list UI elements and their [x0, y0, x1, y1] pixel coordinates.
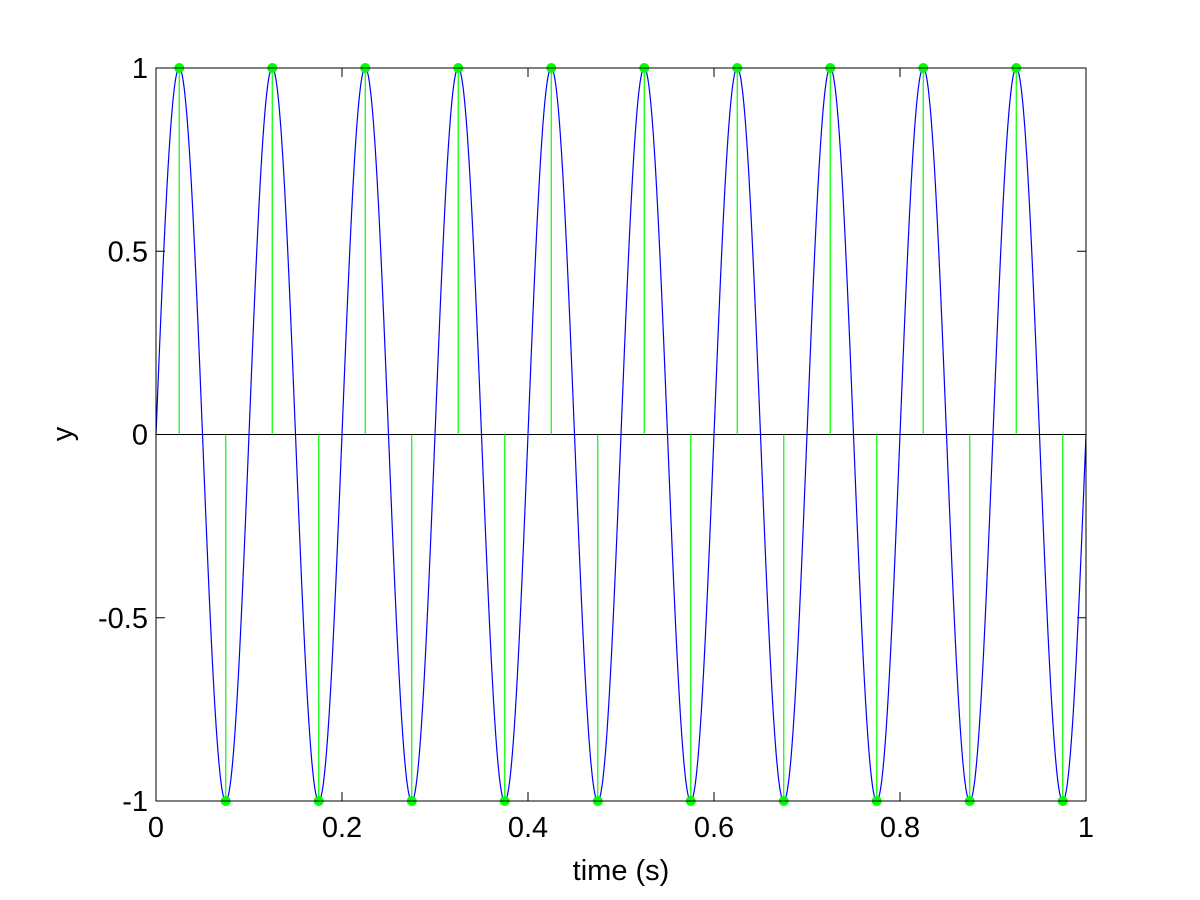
y-tick-label: 0.5 — [108, 236, 148, 268]
y-axis-title: y — [47, 426, 79, 441]
stem-series — [174, 63, 1068, 806]
x-tick-label: 1 — [1078, 812, 1094, 844]
x-tick-label: 0.4 — [508, 812, 548, 844]
y-tick-label: -1 — [122, 786, 148, 818]
x-axis-title: time (s) — [573, 855, 670, 887]
tick-labels: 0 0.2 0.4 0.6 0.8 1 -1 -0.5 0 0.5 1 — [98, 53, 1094, 844]
y-tick-label: 0 — [132, 420, 148, 452]
plot-frame — [155, 67, 1087, 802]
x-tick-label: 0.8 — [880, 812, 920, 844]
x-tick-label: 0 — [148, 812, 164, 844]
sine-series-line — [155, 67, 1087, 802]
y-tick-label: 1 — [132, 53, 148, 85]
y-tick-label: -0.5 — [98, 603, 148, 635]
x-tick-label: 0.6 — [694, 812, 734, 844]
x-tick-label: 0.2 — [322, 812, 362, 844]
